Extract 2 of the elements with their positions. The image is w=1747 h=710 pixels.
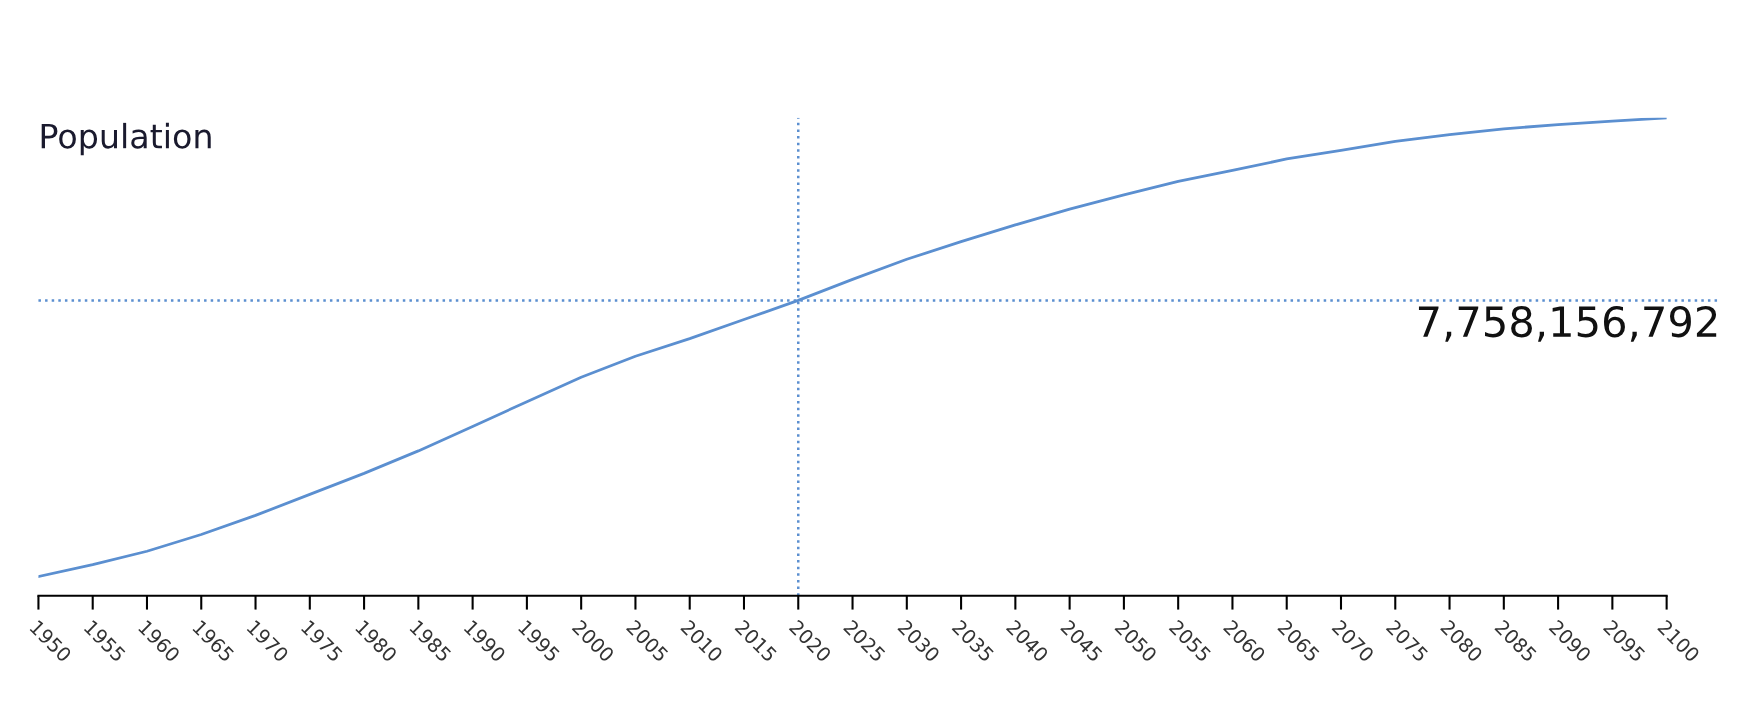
chart-title: Population [41, 122, 211, 156]
annotation: 7,758,156,792 [1418, 305, 1717, 342]
